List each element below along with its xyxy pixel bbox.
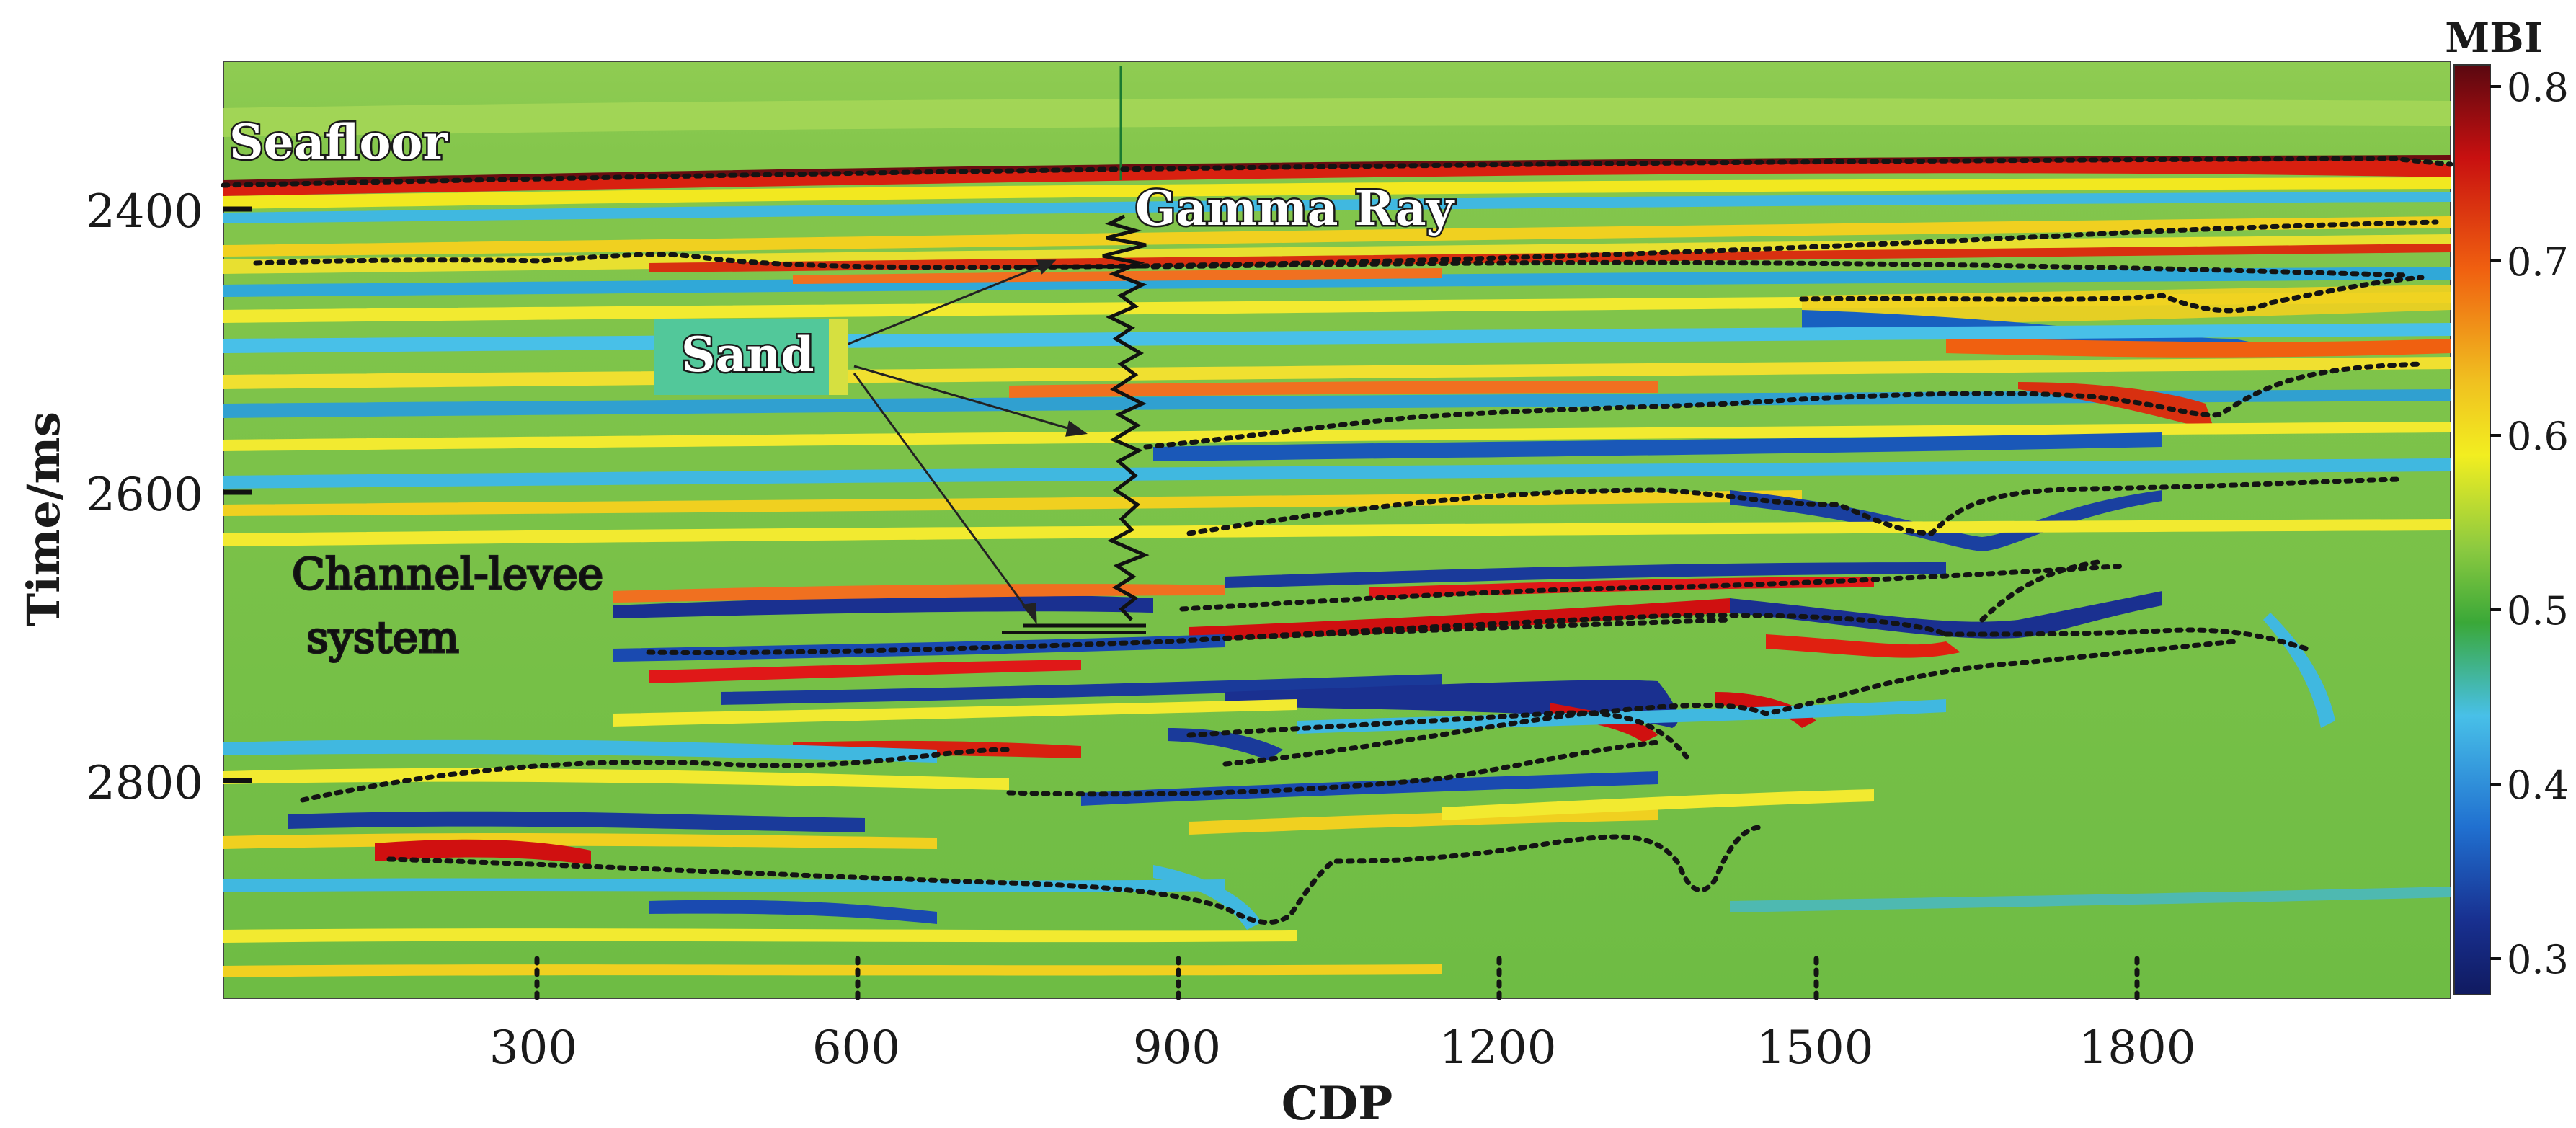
colorbar-tick-0.6: 0.6 xyxy=(2507,414,2569,459)
colorbar-tick-0.5: 0.5 xyxy=(2507,588,2569,634)
horizon-interpretations xyxy=(221,156,2453,1001)
colorbar-gradient xyxy=(2453,64,2491,995)
channel-levee-label-line1: Channel-levee xyxy=(292,549,603,600)
x-tick-900: 900 xyxy=(1133,1021,1221,1075)
y-axis: 2400 2600 2800 Time/ms xyxy=(17,185,252,810)
colorbar-tick-0.8: 0.8 xyxy=(2507,65,2569,110)
seafloor-label: Seafloor xyxy=(229,114,448,170)
sand-arrows xyxy=(846,259,1088,625)
x-tick-1800: 1800 xyxy=(2079,1021,2196,1075)
colorbar-tick-0.7: 0.7 xyxy=(2507,239,2569,285)
seismic-panel xyxy=(221,61,2453,1001)
sand-label: Sand xyxy=(681,327,814,383)
y-axis-title: Time/ms xyxy=(17,412,70,626)
x-tick-1200: 1200 xyxy=(1439,1021,1557,1075)
channel-levee-label-line2: system xyxy=(306,613,459,663)
x-tick-300: 300 xyxy=(489,1021,577,1075)
colorbar-tick-0.3: 0.3 xyxy=(2507,937,2569,982)
gamma-ray-label: Gamma Ray xyxy=(1135,180,1455,236)
x-tick-1500: 1500 xyxy=(1756,1021,1874,1075)
x-axis: 300 600 900 1200 1500 1800 CDP xyxy=(489,1021,2196,1128)
colorbar-title: MBI xyxy=(2445,14,2543,62)
y-tick-2400: 2400 xyxy=(86,185,203,239)
y-tick-2600: 2600 xyxy=(86,468,203,522)
x-axis-title: CDP xyxy=(1282,1077,1393,1128)
y-tick-2800: 2800 xyxy=(86,757,203,810)
x-tick-600: 600 xyxy=(812,1021,900,1075)
sand-label-box xyxy=(654,319,848,395)
colorbar: MBI 0.8 0.7 0.6 0.5 0.4 0.3 xyxy=(2445,14,2569,995)
gamma-ray-log xyxy=(1102,214,1150,621)
colorbar-tick-0.4: 0.4 xyxy=(2507,763,2569,808)
